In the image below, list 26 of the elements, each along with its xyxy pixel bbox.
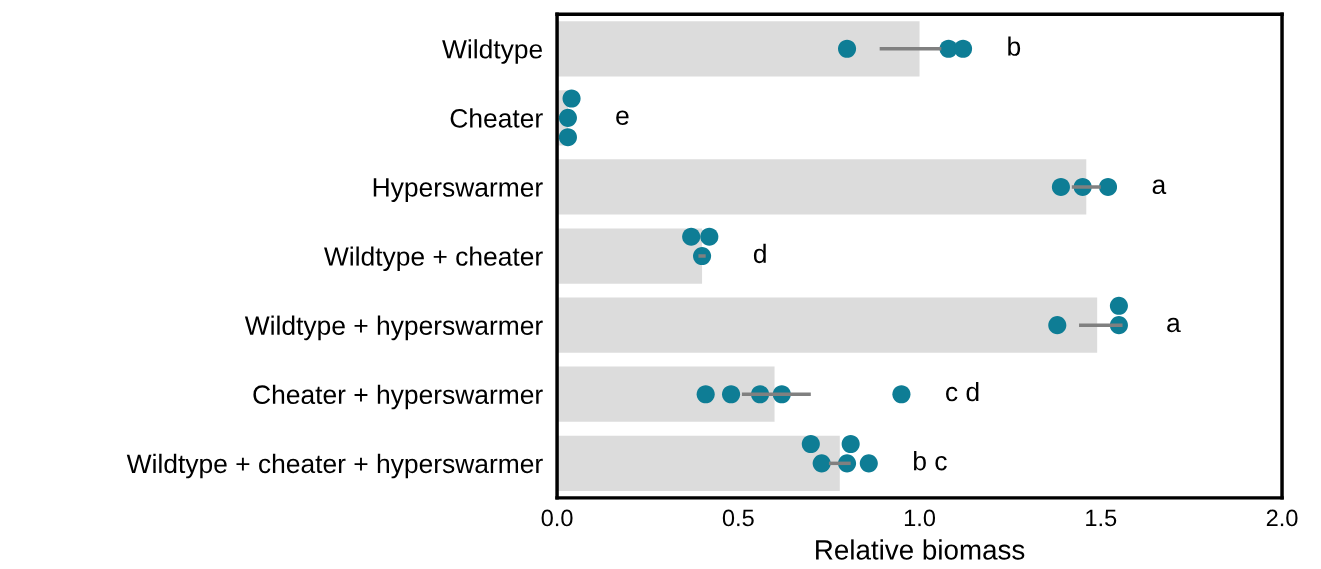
annotation: b c: [914, 451, 947, 471]
annotation: d: [753, 243, 766, 264]
y-tick-label: Cheater: [450, 108, 543, 128]
y-tick-label: Wildtype + hyperswarmer: [244, 315, 543, 341]
annotation: c d: [946, 381, 979, 402]
annotation: e: [616, 110, 629, 125]
annotation: a: [1167, 317, 1181, 333]
y-tick-label: Wildtype + cheater + hyperswarmer: [126, 453, 543, 479]
bar: [557, 366, 775, 422]
x-axis-title: Relative biomass: [816, 539, 1025, 560]
bar: [557, 228, 703, 284]
annotation: a: [1152, 179, 1167, 195]
x-tick-label: 1.5: [1086, 509, 1117, 527]
bar: [557, 435, 840, 491]
bar: [557, 297, 1098, 353]
y-tick-label: Hyperswarmer: [373, 178, 543, 202]
x-tick-label: 2.0: [1266, 509, 1298, 527]
x-tick-label: 0.0: [541, 509, 573, 527]
bar: [557, 159, 1087, 215]
x-tick-label: 0.5: [722, 509, 754, 527]
annotation: b: [1008, 36, 1021, 56]
y-tick-label: Cheater + hyperswarmer: [253, 384, 543, 410]
bar: [557, 21, 920, 77]
x-tick-label: 1.0: [904, 509, 936, 527]
y-tick-label: Wildtype + cheater: [324, 246, 543, 272]
y-tick-label: Wildtype: [442, 39, 543, 64]
